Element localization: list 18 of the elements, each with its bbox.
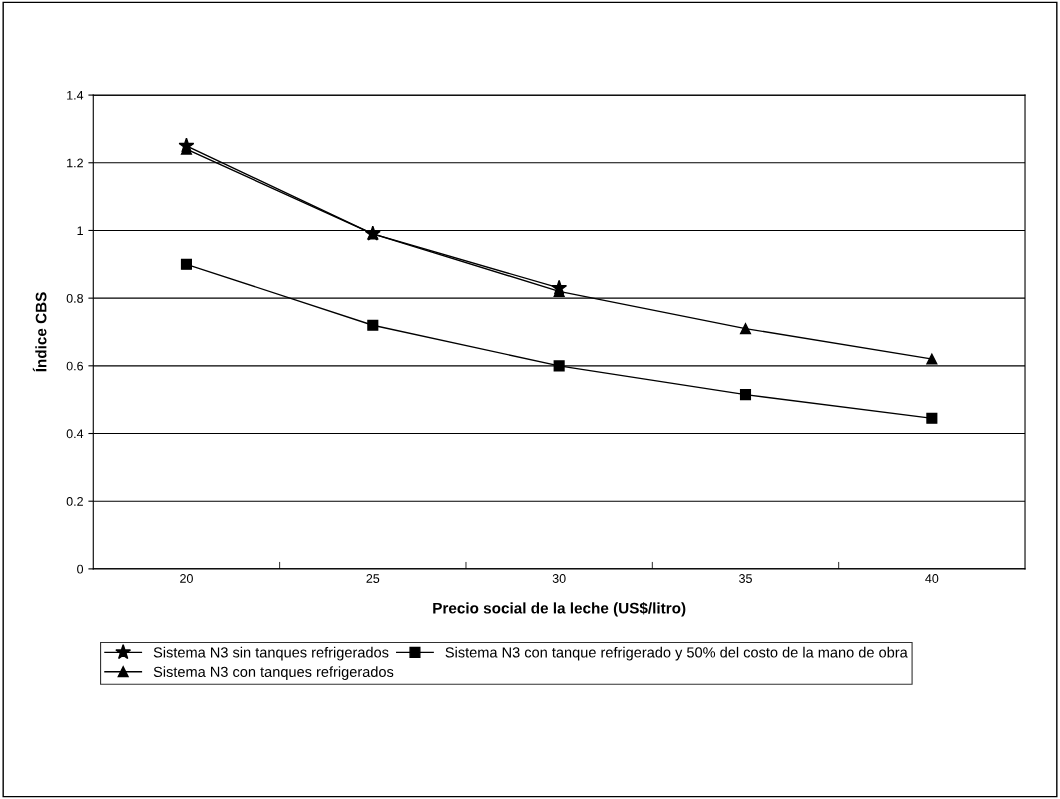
x-tick-label: 20 (180, 574, 193, 583)
x-axis-title: Precio social de la leche (US$/litro) (433, 602, 686, 617)
legend-label: Sistema N3 con tanques refrigerados (153, 666, 394, 680)
x-tick-label: 35 (739, 574, 752, 583)
x-tick-label: 40 (925, 574, 939, 583)
y-tick-label: 0.4 (66, 429, 84, 439)
y-axis-title: Índice CBS (32, 292, 47, 372)
y-tick-label: 0 (77, 564, 84, 574)
y-tick-label: 1.4 (67, 91, 84, 100)
y-tick-label: 0.6 (66, 361, 84, 371)
legend-label: Sistema N3 con tanque refrigerado y 50% del costo de la mano de obra (445, 646, 908, 661)
y-tick-label: 0.8 (66, 293, 84, 303)
y-tick-label: 1.2 (67, 158, 83, 168)
y-tick-label: 0.2 (66, 497, 83, 506)
y-tick-label: 1 (77, 226, 83, 235)
x-tick-label: 30 (552, 574, 566, 583)
legend-label: Sistema N3 sin tanques refrigerados (153, 646, 389, 661)
x-tick-label: 25 (366, 574, 380, 583)
